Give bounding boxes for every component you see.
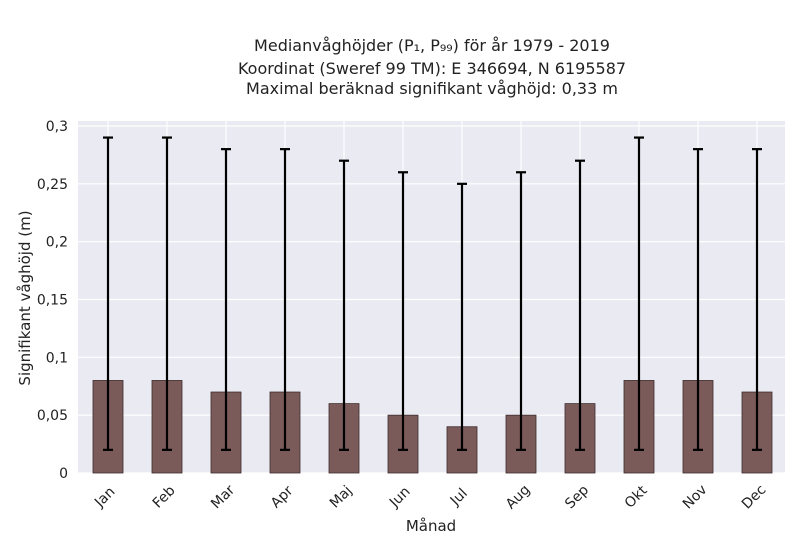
error-bar [398,171,408,451]
x-tick-label: Mar [208,482,238,512]
chart-title-line-2: Koordinat (Sweref 99 TM): E 346694, N 61… [238,59,626,78]
x-tick-label: Dec [739,482,769,512]
error-bar [634,136,644,451]
y-tick-label: 0,2 [46,235,68,251]
y-tick-label: 0,3 [46,119,68,135]
error-bar [752,148,762,451]
error-bar [162,136,172,451]
y-tick-label: 0,15 [37,293,68,309]
x-tick-label: Maj [327,483,356,512]
chart-title-line-3: Maximal beräknad signifikant våghöjd: 0,… [246,79,618,98]
x-axis-label: Månad [406,517,456,535]
y-tick-label: 0,25 [37,177,68,193]
y-tick-label: 0,05 [37,408,68,424]
x-tick-label: Nov [680,482,711,513]
x-tick-label: Jan [91,484,118,511]
x-tick-label: Jun [386,484,413,511]
x-tick-label: Jul [447,486,471,510]
y-tick-label: 0 [59,466,68,482]
y-tick-label: 0,1 [46,350,68,366]
chart-title-line-1: Medianvåghöjder (P₁, P₉₉) för år 1979 - … [254,36,610,55]
error-bar [457,182,467,451]
x-axis-ticks: Jan Feb Mar Apr Maj Jun Jul Aug Sep Okt Nov Dec [91,482,769,513]
y-axis-label: Signifikant våghöjd (m) [16,210,34,385]
error-bar [103,136,113,451]
x-tick-label: Feb [150,483,179,512]
error-bar [339,159,349,451]
error-bar [516,171,526,451]
error-bar [221,148,231,451]
x-tick-label: Sep [562,482,592,512]
chart-title: Medianvåghöjder (P₁, P₉₉) för år 1979 - … [238,36,626,98]
x-tick-label: Apr [268,483,297,512]
x-tick-label: Aug [503,482,534,513]
error-bar [280,148,290,451]
error-bar [575,159,585,451]
error-bars [103,136,762,451]
plot-area [78,121,785,473]
x-tick-label: Okt [622,482,651,511]
error-bar [693,148,703,451]
y-axis-ticks: 0 0,05 0,1 0,15 0,2 0,25 0,3 [37,119,68,482]
